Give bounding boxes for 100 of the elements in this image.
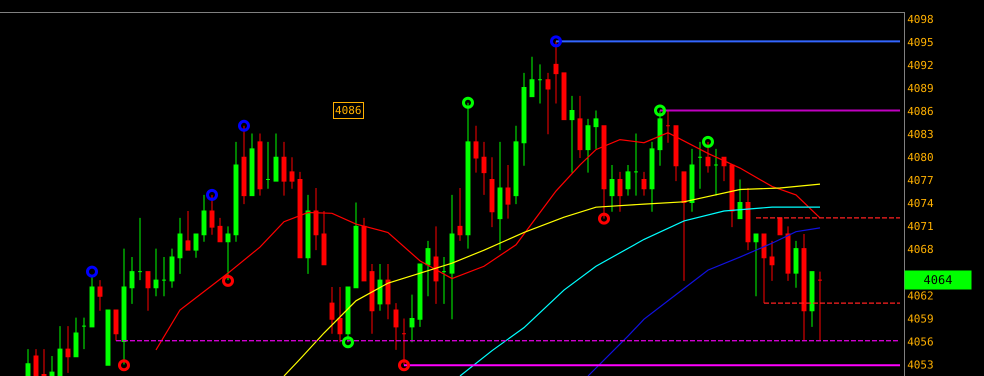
- candlestick: [178, 217, 182, 274]
- candlestick: [370, 263, 374, 334]
- candlestick: [130, 256, 134, 304]
- candlestick: [578, 95, 582, 159]
- candlestick: [746, 187, 750, 251]
- candlestick: [530, 56, 534, 98]
- candlestick: [58, 326, 62, 376]
- candlestick: [202, 194, 206, 242]
- candlestick: [186, 210, 190, 251]
- candlestick: [586, 118, 590, 174]
- candlestick: [722, 156, 726, 182]
- candlestick: [570, 95, 574, 174]
- candlestick: [514, 125, 518, 205]
- candlestick: [554, 40, 558, 104]
- y-tick-label: 4071: [907, 220, 934, 234]
- candlestick: [330, 286, 334, 334]
- candlestick: [810, 271, 814, 328]
- candlestick: [122, 248, 126, 365]
- candlestick: [714, 148, 718, 196]
- y-tick-label: 4083: [907, 128, 934, 142]
- candlestick: [34, 348, 38, 376]
- candlestick: [26, 348, 30, 376]
- candlestick: [770, 240, 774, 282]
- y-tick-label: 4098: [907, 12, 934, 26]
- candlestick: [274, 132, 278, 182]
- candlestick: [778, 217, 782, 236]
- point: [342, 336, 354, 348]
- candlestick: [50, 356, 54, 376]
- candlestick: [730, 164, 734, 228]
- candlestick: [266, 141, 270, 190]
- point: [206, 188, 218, 201]
- point: [462, 96, 474, 109]
- candlestick: [290, 156, 294, 190]
- candlestick: [162, 256, 166, 297]
- candlestick: [498, 141, 502, 251]
- candlestick: [242, 125, 246, 205]
- candlestick: [546, 72, 550, 135]
- candlestick: [706, 141, 710, 174]
- candlestick: [234, 141, 238, 242]
- candlestick: [74, 317, 78, 358]
- candlestick: [426, 240, 430, 297]
- candlestick: [634, 132, 638, 196]
- y-tick-label: 4068: [907, 243, 934, 256]
- line-series: [283, 184, 821, 376]
- annotation: 4086: [335, 104, 362, 117]
- candlestick: [594, 110, 598, 150]
- candlestick: [194, 234, 198, 258]
- candlestick: [490, 156, 494, 228]
- candlestick: [642, 171, 646, 196]
- candlestick: [258, 132, 262, 196]
- candlestick: [762, 234, 766, 304]
- candlestick: [474, 125, 478, 174]
- candlestick: [522, 72, 526, 166]
- y-tick-label: 4053: [907, 358, 934, 372]
- y-tick-label: 4092: [907, 59, 934, 72]
- candlestick: [250, 132, 254, 196]
- candlestick: [218, 217, 222, 242]
- candlestick: [794, 240, 798, 288]
- candlestick: [610, 164, 614, 212]
- candlestick: [114, 310, 118, 342]
- candlestick: [386, 263, 390, 320]
- candlestick: [306, 194, 310, 274]
- candlestick: [738, 179, 742, 220]
- candlestick: [322, 210, 326, 266]
- point: [238, 120, 250, 132]
- candlestick: [442, 256, 446, 304]
- y-tick-label: 4062: [907, 289, 934, 302]
- candlestick: [434, 226, 438, 304]
- candlestick: [106, 310, 110, 366]
- y-tick-label: 4056: [907, 335, 934, 348]
- line-series: [587, 227, 821, 376]
- candlestick: [538, 64, 542, 104]
- point: [398, 359, 410, 372]
- y-tick-label: 4095: [907, 36, 934, 50]
- candlestick: [90, 276, 94, 328]
- text: 4064: [924, 273, 952, 287]
- y-tick-label: 4089: [907, 82, 934, 96]
- candlestick: [394, 302, 398, 350]
- candlestick: [626, 164, 630, 196]
- candlestick: [42, 348, 46, 376]
- candlestick: [450, 194, 454, 320]
- candlestick: [618, 171, 622, 212]
- point: [550, 35, 562, 48]
- candlestick: [482, 141, 486, 196]
- candlestick: [378, 263, 382, 312]
- candlestick: [418, 263, 422, 328]
- candlestick: [410, 294, 414, 343]
- candlestick: [506, 164, 510, 220]
- candlestick: [562, 72, 566, 120]
- candlestick: [146, 271, 150, 312]
- y-tick-label: 4059: [907, 312, 934, 326]
- candlestick: [170, 248, 174, 288]
- point: [702, 136, 714, 148]
- candlestick: [298, 171, 302, 258]
- point: [118, 359, 130, 372]
- candlestick: [682, 171, 686, 282]
- candlestick: [154, 248, 158, 297]
- line-series: [459, 206, 821, 376]
- candlestick: [690, 148, 694, 212]
- point: [598, 212, 610, 225]
